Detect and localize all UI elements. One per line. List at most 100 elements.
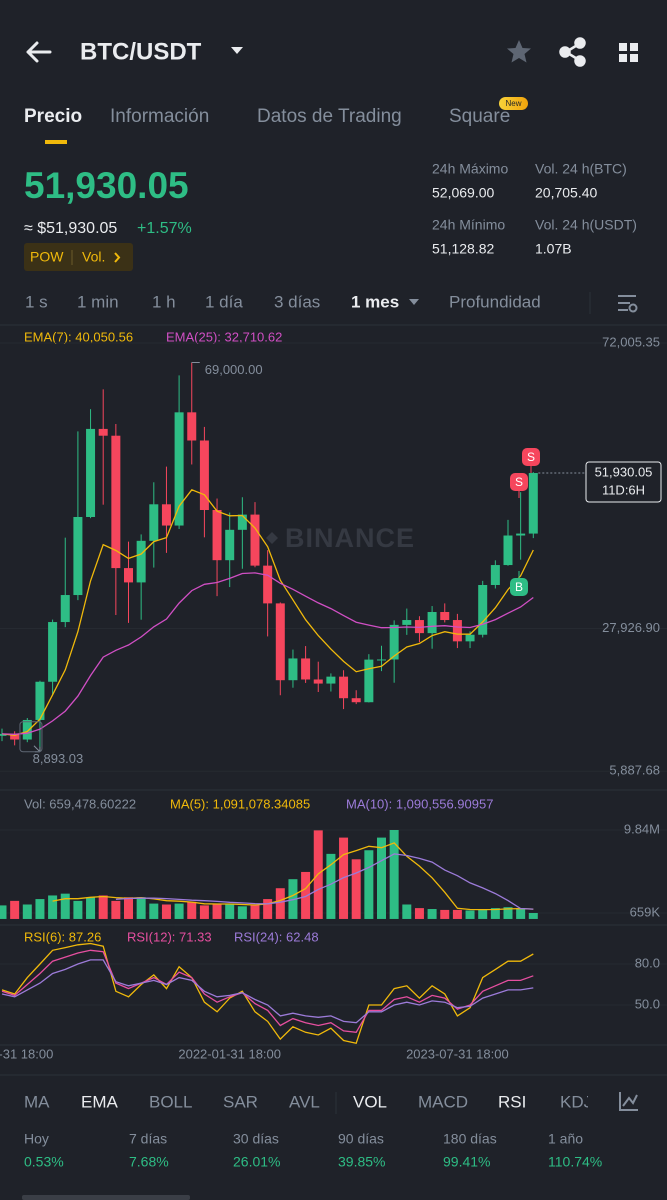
interval-dropdown[interactable]: [409, 299, 419, 305]
candle-body: [187, 412, 197, 441]
plot: 72,005.35 27,926.90 5,887.68 9.84M 659K 80.0 5…: [0, 334, 667, 1061]
candle-body: [452, 620, 462, 642]
indicator-line: [1, 949, 534, 1033]
perf-label: Hoy: [24, 1131, 49, 1147]
x-tick-label: 2020-07-31 18:00: [0, 1046, 53, 1061]
perf-value: 26.01%: [233, 1154, 280, 1170]
chart-settings[interactable]: [618, 295, 638, 313]
volume-bar: [301, 871, 311, 919]
x-tick-label: 2022-01-31 18:00: [178, 1046, 281, 1061]
y-tick-label: 50.0: [635, 996, 660, 1011]
candle-body: [528, 473, 538, 534]
stat-value: 52,069.00: [432, 185, 494, 201]
candle-body: [263, 565, 273, 604]
indicator-tab[interactable]: EMA: [81, 1092, 119, 1111]
interval[interactable]: Profundidad: [449, 292, 541, 311]
candle-body: [250, 514, 260, 566]
interval[interactable]: 1 min: [77, 292, 119, 311]
legend: EMA(25): 32,710.62: [166, 329, 282, 344]
candle-body: [288, 658, 298, 681]
trade-marker: [522, 448, 540, 466]
tag-pill[interactable]: POW Vol.: [24, 243, 133, 271]
trade-marker: [510, 578, 528, 596]
legend: RSI(24): 62.48: [234, 929, 319, 944]
indicator-line: [1, 572, 534, 735]
tag: POW: [30, 249, 64, 265]
volume-bar: [149, 903, 159, 919]
candle-body: [402, 620, 412, 625]
fiat-price: ≈ $51,930.05: [24, 220, 117, 237]
volume-bar: [503, 907, 513, 919]
legend: Vol: 659,478.60222: [24, 796, 136, 811]
indicator-tab[interactable]: MACD: [418, 1092, 468, 1111]
candle-body: [237, 514, 247, 530]
back-button[interactable]: [26, 41, 52, 63]
layout-button[interactable]: [619, 43, 638, 62]
legend: MA(5): 1,091,078.34085: [170, 796, 310, 811]
candle-body: [136, 540, 146, 583]
candle-body: [60, 595, 70, 623]
tab[interactable]: Precio: [24, 106, 82, 127]
new-badge: [499, 97, 528, 110]
share-button[interactable]: [559, 37, 586, 67]
pair-dropdown[interactable]: [231, 47, 243, 54]
favorite-star[interactable]: [507, 40, 531, 63]
candle-body: [48, 622, 58, 682]
tab[interactable]: Información: [110, 106, 209, 127]
indicator-settings[interactable]: [619, 1092, 638, 1111]
volume-bar: [225, 904, 235, 919]
volume-bar: [187, 901, 197, 919]
indicator-tab[interactable]: MA: [24, 1092, 50, 1111]
perf-value: 7.68%: [129, 1154, 169, 1170]
volume-bar: [465, 910, 475, 919]
stat-label: Vol. 24 h(BTC): [535, 161, 627, 177]
candle-body: [199, 440, 209, 510]
legend: MA(10): 1,090,556.90957: [346, 796, 493, 811]
tab[interactable]: Square: [449, 106, 510, 127]
annotation: 8,893.03: [33, 751, 84, 766]
stat-label: Vol. 24 h(USDT): [535, 217, 637, 233]
perf-label: 30 días: [233, 1131, 279, 1147]
volume-bar: [60, 893, 70, 919]
pair-title[interactable]: BTC/USDT: [80, 38, 202, 65]
volume-bar: [0, 905, 7, 919]
indicator-tab[interactable]: SAR: [223, 1092, 258, 1111]
perf-value: 39.85%: [338, 1154, 385, 1170]
legend: RSI(12): 71.33: [127, 929, 212, 944]
interval[interactable]: 3 días: [274, 292, 320, 311]
tab-underline: [45, 140, 67, 144]
candle-body: [111, 435, 121, 569]
candle-body: [440, 612, 450, 621]
interval[interactable]: 1 día: [205, 292, 243, 311]
volume-bar: [124, 897, 133, 919]
interval[interactable]: 1 mes: [351, 292, 399, 311]
volume-bar: [478, 909, 488, 919]
stat-value: 51,128.82: [432, 241, 494, 257]
volume-bar: [326, 853, 336, 919]
indicator-tab[interactable]: AVL: [289, 1092, 320, 1111]
volume-bar: [250, 904, 260, 919]
candle-body: [351, 698, 361, 703]
volume-bar: [199, 905, 209, 919]
price-change: +1.57%: [137, 220, 192, 237]
indicator-tab[interactable]: RSI: [498, 1092, 526, 1111]
watermark-logo: [266, 532, 278, 544]
volume-bar: [490, 908, 500, 919]
volume-bar: [237, 906, 247, 919]
interval[interactable]: 1 s: [25, 292, 48, 311]
volume-bar: [528, 912, 538, 919]
tab[interactable]: Datos de Trading: [257, 106, 402, 127]
volume-bar: [10, 900, 20, 919]
candle-body: [377, 659, 386, 661]
indicator-tab[interactable]: VOL: [353, 1092, 387, 1111]
indicator-tab[interactable]: BOLL: [149, 1092, 192, 1111]
candle-body: [161, 504, 171, 526]
volume-bar: [161, 904, 171, 919]
indicator-tab[interactable]: KDJ: [560, 1092, 592, 1111]
indicator-line: [1, 489, 534, 736]
interval[interactable]: 1 h: [152, 292, 176, 311]
volume-bar: [452, 909, 462, 919]
perf-value: 0.53%: [24, 1154, 64, 1170]
